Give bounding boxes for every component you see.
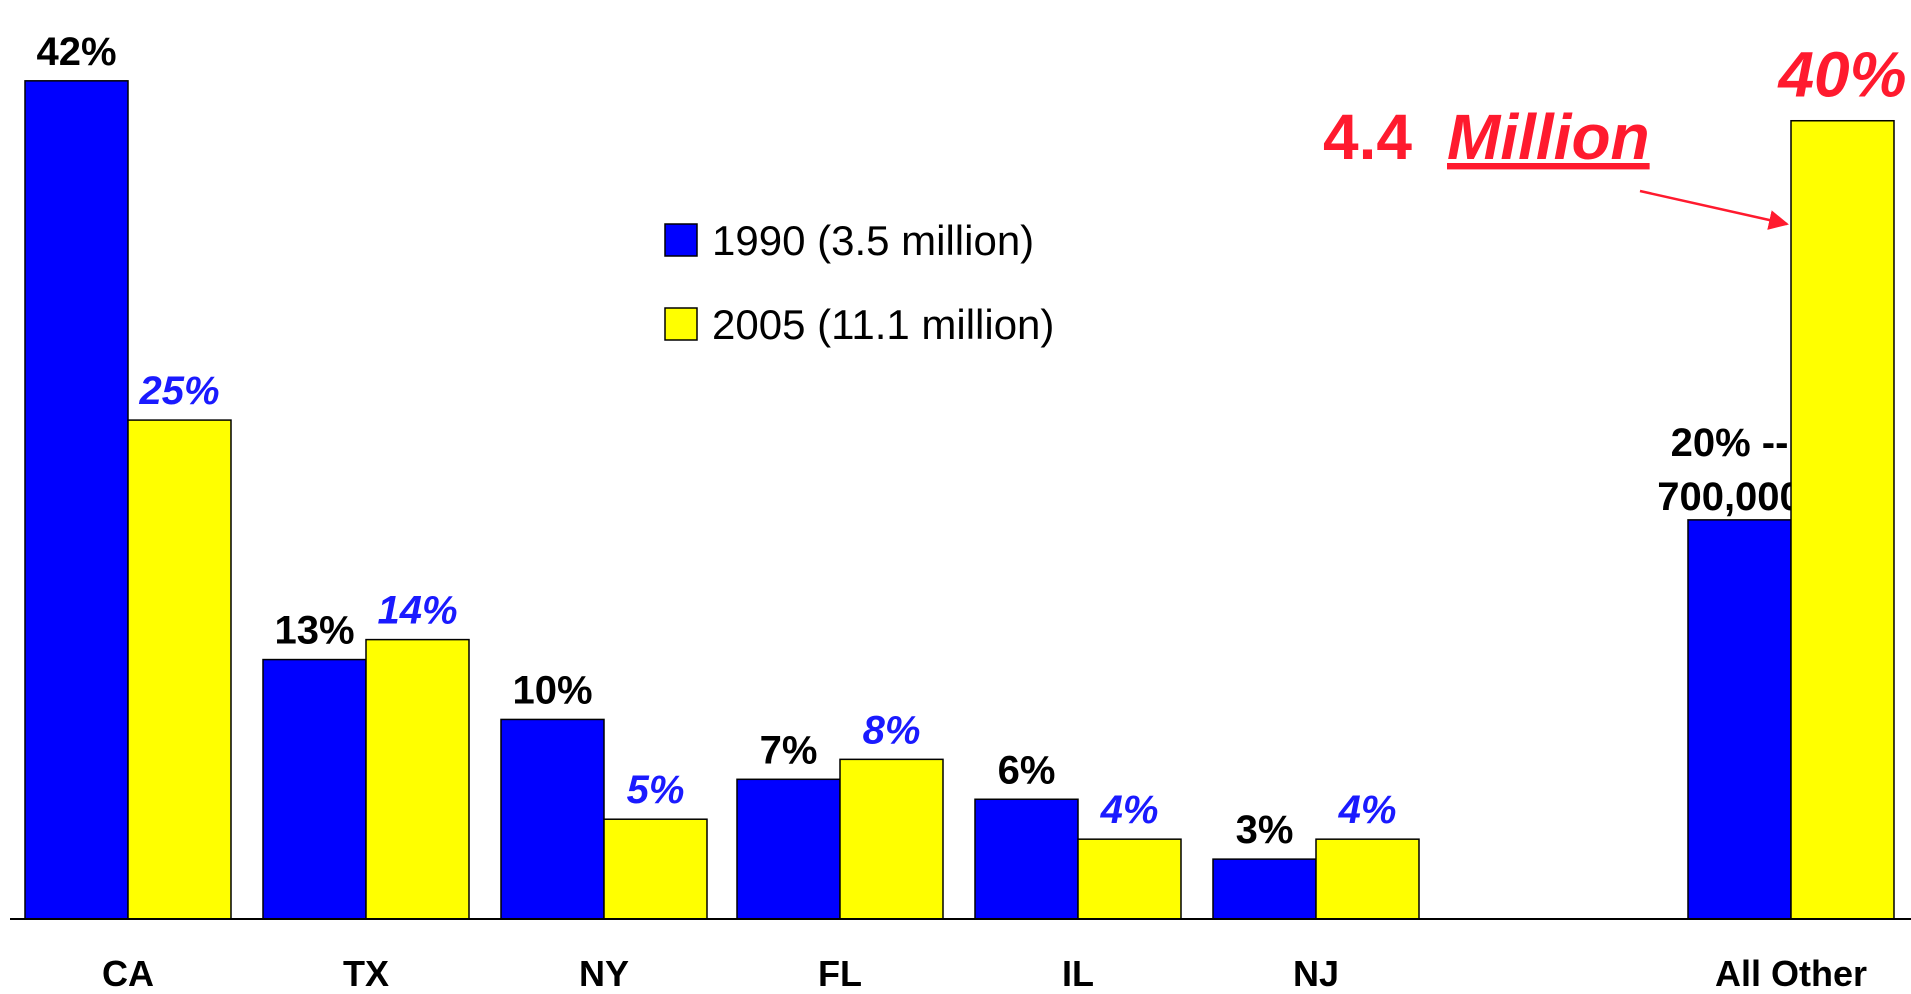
data-label: 14% [377,589,457,633]
annotation-number: 4.4 [1323,101,1412,173]
data-label: 6% [998,748,1056,792]
bar [974,798,1079,920]
data-label: 20% -- 700,000 [1657,421,1802,519]
bar [1077,838,1182,920]
data-label: 8% [863,708,921,752]
bar [1315,838,1420,920]
bar [736,778,841,920]
x-tick-label: NJ [1293,953,1339,994]
x-tick-label: NY [579,953,629,994]
x-tick-label: All Other [1715,953,1867,994]
bar [127,419,232,920]
bar [603,818,708,920]
bar [1790,119,1895,920]
annotation-arrow [1639,189,1789,230]
data-label: 10% [512,668,592,712]
x-tick-label: FL [818,953,862,994]
bar [365,638,470,920]
data-label: 42% [36,30,116,74]
bar [1687,519,1792,920]
legend-label: 2005 (11.1 million) [712,301,1054,348]
annotation-unit: Million [1447,101,1650,173]
x-tick-label: IL [1062,953,1094,994]
data-label: 4% [1338,788,1397,832]
bar [839,758,944,920]
bar [262,658,367,920]
data-label-line: 700,000 [1657,475,1802,519]
data-label: 40% [1776,39,1906,111]
data-label-line: 20% -- [1671,421,1789,465]
legend-swatch [664,307,698,341]
legend-swatch [664,223,698,257]
data-label: 4% [1100,788,1159,832]
data-label: 3% [1236,808,1294,852]
data-label: 13% [274,609,354,653]
data-label: 5% [627,768,685,812]
legend-label: 1990 (3.5 million) [712,217,1034,264]
bar [500,718,605,920]
x-tick-label: CA [102,953,154,994]
bar [24,80,129,920]
data-label: 25% [138,369,219,413]
bar [1212,858,1317,920]
x-tick-label: TX [343,953,389,994]
data-label: 7% [760,728,818,772]
